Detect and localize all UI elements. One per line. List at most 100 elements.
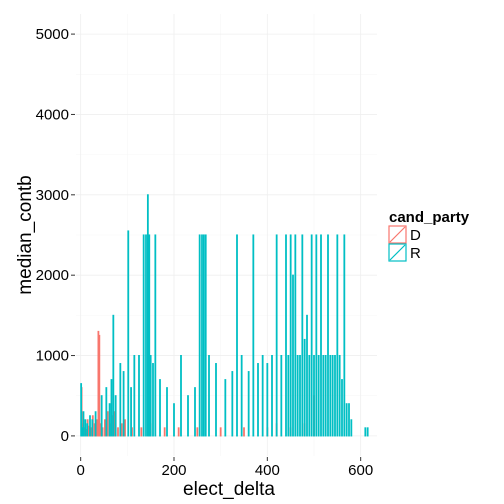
bar-r [324,354,327,437]
bar-r [247,371,250,437]
bar-r [285,234,287,437]
bar-r [82,411,85,437]
bar-r [173,403,175,437]
bar-r [343,234,346,437]
legend-item-r: R [388,243,421,262]
bar-r [148,234,151,437]
bar-r [84,419,87,437]
bar-r [327,234,329,437]
bar-r [306,314,308,437]
bar-r [94,411,97,437]
legend-label-r: R [410,245,421,262]
bar-d [219,427,222,437]
bar-r [350,419,353,437]
bar-d [124,419,126,437]
grid-major [76,14,377,456]
bar-r [334,354,336,437]
bar-r [261,354,264,437]
bar-d [243,427,245,437]
bar-r [100,395,103,437]
bar-r [299,354,301,437]
bar-r [215,363,217,437]
bar-r [266,363,269,437]
bar-r [364,427,367,437]
bar-r [204,234,207,437]
y-tick-label: 4000 [36,106,69,123]
bar-r [313,354,315,437]
bar-r [292,274,294,437]
x-tick-label: 200 [161,462,186,479]
bar-r [89,415,91,437]
bar-r [166,387,168,437]
bar-r [366,427,369,437]
grid-minor [76,14,377,456]
y-tick-label: 5000 [36,26,69,43]
bar-r [317,354,320,437]
bar-r [149,354,152,437]
bar-r [201,234,203,437]
bar-r [329,354,332,437]
legend-key-d-slash [389,226,406,243]
bar-r [81,427,83,437]
bar-r [105,387,108,437]
bar-r [345,403,348,437]
x-tick-label: 400 [255,462,280,479]
bar-r [231,371,234,437]
bar-r [336,234,339,437]
bar-r [108,403,111,437]
series-r-bars [80,194,369,437]
legend-key-r-slash [389,244,406,261]
bar-d [120,423,123,437]
bar-r [142,234,145,437]
bar-r [294,234,297,437]
bar-r [252,234,255,437]
bar-r [289,234,292,437]
bar-r [127,230,130,437]
bar-r [110,379,113,437]
bar-r [180,354,182,437]
bar-r [187,395,189,437]
bar-r [146,194,149,437]
bar-r [331,354,334,437]
bar-r [320,234,322,437]
bar-d [96,419,98,437]
bar-d [106,411,109,437]
bar-r [308,354,311,437]
bar-r [287,354,290,437]
bar-r [322,354,325,437]
bar-d [98,334,101,437]
bar-r [159,379,161,437]
x-tick-label: 0 [76,462,84,479]
bar-r [257,363,259,437]
bar-d [140,427,143,437]
bar-d [104,419,106,437]
legend-title: cand_party [389,209,470,226]
bar-r [133,354,136,437]
y-tick-label: 2000 [36,267,69,284]
y-axis: 0 1000 2000 3000 4000 5000 [36,26,75,445]
bar-r [119,363,122,437]
bar-r [310,234,313,437]
bar-r [138,354,140,437]
bar-r [198,234,201,437]
x-axis-title: elect_delta [183,479,275,500]
bar-r [224,379,227,437]
legend-item-d: D [388,225,421,244]
y-tick-label: 1000 [36,348,69,365]
bar-r [301,234,304,437]
bar-r [80,383,83,437]
y-tick-label: 0 [61,428,69,445]
legend-label-d: D [410,227,421,244]
bar-r [145,234,147,437]
y-tick-label: 3000 [36,187,69,204]
legend: cand_party D R [388,209,470,262]
bar-d [177,427,180,437]
x-tick-label: 600 [348,462,373,479]
bar-r [296,354,299,437]
bar-r [114,395,117,437]
bar-r [315,234,318,437]
bar-r [271,354,273,437]
y-axis-title: median_contb [15,175,36,294]
